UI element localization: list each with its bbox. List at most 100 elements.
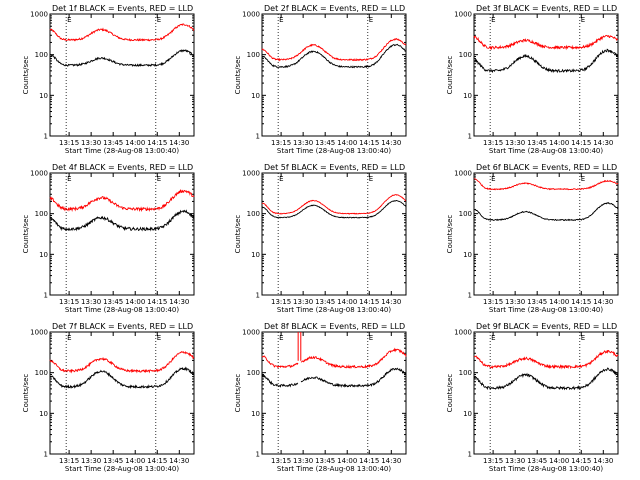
eclipse-marker-label: E — [67, 175, 71, 183]
x-axis-label: Start Time (28-Aug-08 13:00:40) — [277, 147, 391, 155]
y-tick-label: 1 — [468, 292, 472, 300]
y-tick-label: 1 — [256, 451, 260, 459]
lld-series-line — [49, 350, 194, 374]
y-axis-label: Counts/sec — [22, 56, 30, 95]
panel-det-6f: Det 6f BLACK = Events, RED = LLD 1 10 100 10… — [446, 163, 619, 314]
x-tick-label: 13:30 — [293, 298, 313, 306]
x-tick-label: 14:30 — [169, 139, 189, 147]
eclipse-marker-label: E — [491, 16, 495, 24]
x-tick-label: 13:15 — [271, 139, 291, 147]
x-tick-label: 14:00 — [549, 139, 569, 147]
y-tick-label: 10 — [251, 251, 260, 259]
plot-frame — [261, 172, 407, 296]
eclipse-marker-label: E — [157, 175, 161, 183]
x-tick-label: 14:30 — [381, 139, 401, 147]
x-tick-label: 14:15 — [147, 298, 167, 306]
lld-series-line — [49, 189, 195, 213]
events-series-line — [49, 366, 195, 390]
y-tick-label: 100 — [35, 369, 48, 377]
lld-series-line — [473, 178, 619, 191]
x-tick-label: 14:30 — [169, 457, 189, 465]
y-tick-label: 1000 — [242, 329, 260, 337]
lld-series-line — [261, 194, 407, 215]
lld-series-line — [49, 23, 195, 42]
x-tick-label: 13:30 — [505, 139, 525, 147]
x-tick-label: 13:15 — [59, 298, 79, 306]
panel-title: Det 2f BLACK = Events, RED = LLD — [264, 4, 405, 13]
x-tick-label: 13:45 — [527, 298, 547, 306]
x-tick-label: 14:00 — [125, 298, 145, 306]
panel-title: Det 1f BLACK = Events, RED = LLD — [52, 4, 193, 13]
x-tick-label: 14:30 — [381, 457, 401, 465]
x-tick-label: 13:30 — [293, 139, 313, 147]
events-series-line — [261, 43, 407, 69]
x-tick-label: 14:30 — [381, 298, 401, 306]
x-tick-label: 13:30 — [81, 457, 101, 465]
y-axis-label: Counts/sec — [22, 215, 30, 254]
x-tick-label: 13:15 — [271, 298, 291, 306]
x-tick-label: 13:30 — [293, 457, 313, 465]
y-tick-label: 1000 — [30, 170, 48, 178]
x-tick-label: 14:15 — [571, 298, 591, 306]
x-axis-label: Start Time (28-Aug-08 13:00:40) — [277, 465, 391, 473]
y-axis-label: Counts/sec — [234, 215, 242, 254]
x-tick-label: 13:45 — [103, 298, 123, 306]
x-axis-label: Start Time (28-Aug-08 13:00:40) — [489, 147, 603, 155]
y-tick-label: 100 — [459, 369, 472, 377]
events-series-line — [261, 367, 407, 388]
lld-series-line — [261, 347, 407, 369]
y-tick-label: 100 — [35, 210, 48, 218]
x-tick-label: 13:45 — [315, 298, 335, 306]
eclipse-marker-label: E — [581, 16, 585, 24]
y-axis-label: Counts/sec — [234, 374, 242, 413]
y-tick-label: 100 — [459, 51, 472, 59]
y-tick-label: 10 — [463, 410, 472, 418]
y-tick-label: 10 — [39, 251, 48, 259]
x-tick-label: 14:00 — [337, 139, 357, 147]
y-tick-label: 1 — [468, 133, 472, 141]
panel-title: Det 5f BLACK = Events, RED = LLD — [264, 163, 405, 172]
y-tick-label: 1000 — [30, 11, 48, 19]
plot-frame — [473, 331, 619, 455]
x-tick-label: 13:15 — [59, 139, 79, 147]
panel-det-1f: Det 1f BLACK = Events, RED = LLD 1 10 100 10… — [22, 4, 195, 155]
x-tick-label: 14:00 — [549, 298, 569, 306]
eclipse-marker-label: E — [157, 334, 161, 342]
x-tick-label: 13:30 — [505, 457, 525, 465]
x-tick-label: 14:00 — [337, 298, 357, 306]
panel-title: Det 8f BLACK = Events, RED = LLD — [264, 322, 405, 331]
x-tick-label: 14:30 — [593, 298, 613, 306]
x-axis-label: Start Time (28-Aug-08 13:00:40) — [489, 306, 603, 314]
eclipse-marker-label: E — [67, 334, 71, 342]
panel-title: Det 9f BLACK = Events, RED = LLD — [476, 322, 617, 331]
plot-frame — [261, 331, 407, 455]
x-axis-label: Start Time (28-Aug-08 13:00:40) — [65, 147, 179, 155]
y-tick-label: 10 — [39, 92, 48, 100]
eclipse-marker-label: E — [279, 16, 283, 24]
x-tick-label: 13:15 — [59, 457, 79, 465]
eclipse-marker-label: E — [369, 16, 373, 24]
x-tick-label: 13:45 — [315, 139, 335, 147]
panel-det-3f: Det 3f BLACK = Events, RED = LLD 1 10 100 10… — [446, 4, 619, 155]
y-tick-label: 1000 — [30, 329, 48, 337]
x-axis-label: Start Time (28-Aug-08 13:00:40) — [65, 465, 179, 473]
events-series-line — [49, 49, 195, 68]
y-tick-label: 10 — [251, 410, 260, 418]
x-tick-label: 13:30 — [81, 298, 101, 306]
x-tick-label: 14:15 — [359, 298, 379, 306]
eclipse-marker-label: E — [279, 334, 283, 342]
panel-title: Det 6f BLACK = Events, RED = LLD — [476, 163, 617, 172]
eclipse-marker-label: E — [581, 175, 585, 183]
x-tick-label: 13:45 — [103, 457, 123, 465]
y-tick-label: 10 — [251, 92, 260, 100]
y-tick-label: 1 — [44, 133, 48, 141]
x-tick-label: 14:00 — [337, 457, 357, 465]
x-tick-label: 14:00 — [549, 457, 569, 465]
y-tick-label: 100 — [459, 210, 472, 218]
x-tick-label: 14:00 — [125, 457, 145, 465]
eclipse-marker-label: E — [369, 175, 373, 183]
lld-series-line — [261, 37, 407, 62]
y-tick-label: 1000 — [454, 11, 472, 19]
x-tick-label: 13:45 — [103, 139, 123, 147]
eclipse-marker-label: E — [491, 175, 495, 183]
